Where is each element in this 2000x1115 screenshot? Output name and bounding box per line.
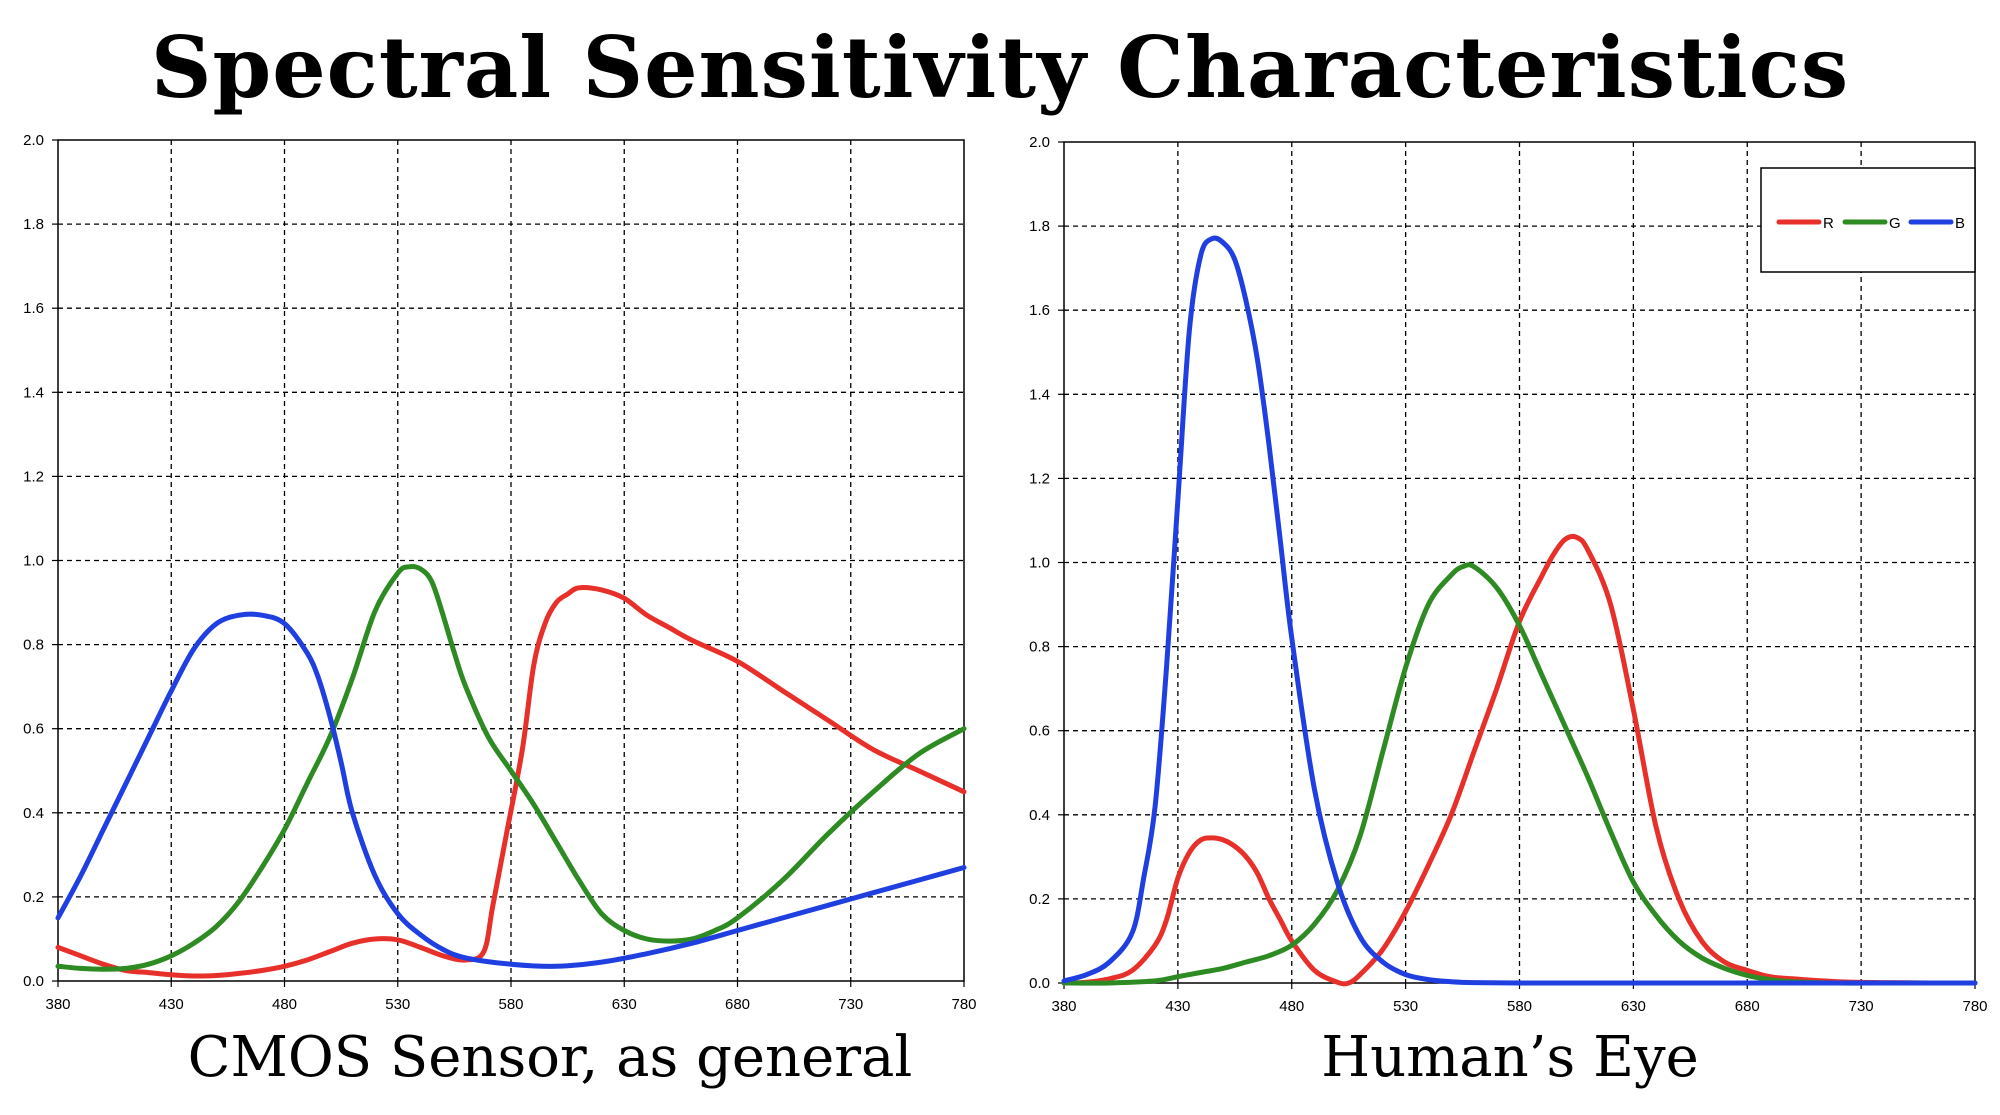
y-tick-label: 1.4 (1029, 386, 1050, 403)
x-tick-label: 530 (1393, 998, 1418, 1015)
cmos-caption: CMOS Sensor, as general (187, 1025, 913, 1090)
series-line-r (1061, 533, 1978, 987)
y-tick-label: 0.2 (23, 889, 44, 906)
series-line-g (55, 563, 967, 972)
x-tick-label: 380 (1051, 998, 1076, 1015)
y-tick-label: 1.0 (1029, 555, 1050, 572)
y-tick-label: 0.4 (1029, 807, 1050, 824)
x-tick-label: 730 (838, 996, 863, 1013)
x-tick-label: 430 (1165, 998, 1190, 1015)
y-tick-label: 0.8 (23, 637, 44, 654)
legend-label-r: R (1823, 215, 1834, 232)
x-tick-label: 630 (1621, 998, 1646, 1015)
series-line-r (55, 585, 967, 979)
y-tick-label: 2.0 (1029, 134, 1050, 151)
y-tick-label: 1.2 (23, 468, 44, 485)
main-title: Spectral Sensitivity Characteristics (150, 18, 1850, 117)
x-tick-label: 630 (612, 996, 637, 1013)
x-tick-label: 780 (951, 996, 976, 1013)
y-tick-label: 1.8 (23, 216, 44, 233)
y-tick-label: 0.4 (23, 805, 44, 822)
human-eye-chart: 380 430 480 530 580 630 680 730 780 0.0 0.2 0.4 0.6 0… (1029, 134, 1987, 1015)
x-tick-label: 380 (45, 996, 70, 1013)
y-tick-label: 0.2 (1029, 891, 1050, 908)
y-tick-label: 1.6 (23, 300, 44, 317)
y-tick-label: 0.0 (1029, 975, 1050, 992)
cmos-sensor-chart: 380 430 480 530 580 630 680 730 780 0.0 0.2 0.4 0.6 0… (23, 132, 976, 1013)
series-line-b (1061, 235, 1978, 986)
x-tick-label: 480 (1279, 998, 1304, 1015)
series-line-g (1061, 562, 1978, 986)
series-line-b (55, 611, 967, 969)
x-tick-label: 580 (498, 996, 523, 1013)
x-tick-label: 730 (1849, 998, 1874, 1015)
x-tick-label: 480 (272, 996, 297, 1013)
x-tick-label: 680 (1735, 998, 1760, 1015)
y-tick-label: 0.6 (1029, 723, 1050, 740)
y-tick-label: 1.2 (1029, 470, 1050, 487)
x-tick-label: 780 (1962, 998, 1987, 1015)
y-tick-label: 2.0 (23, 132, 44, 149)
y-tick-label: 0.6 (23, 721, 44, 738)
legend-label-b: B (1955, 215, 1965, 232)
x-tick-label: 530 (385, 996, 410, 1013)
y-tick-label: 1.8 (1029, 218, 1050, 235)
x-tick-label: 680 (725, 996, 750, 1013)
legend-label-g: G (1889, 215, 1901, 232)
x-tick-label: 580 (1507, 998, 1532, 1015)
x-tick-label: 430 (159, 996, 184, 1013)
y-tick-label: 1.6 (1029, 302, 1050, 319)
human-eye-caption: Human’s Eye (1321, 1025, 1699, 1090)
y-tick-label: 1.4 (23, 384, 44, 401)
y-tick-label: 0.8 (1029, 639, 1050, 656)
y-tick-label: 1.0 (23, 553, 44, 570)
y-tick-label: 0.0 (23, 973, 44, 990)
